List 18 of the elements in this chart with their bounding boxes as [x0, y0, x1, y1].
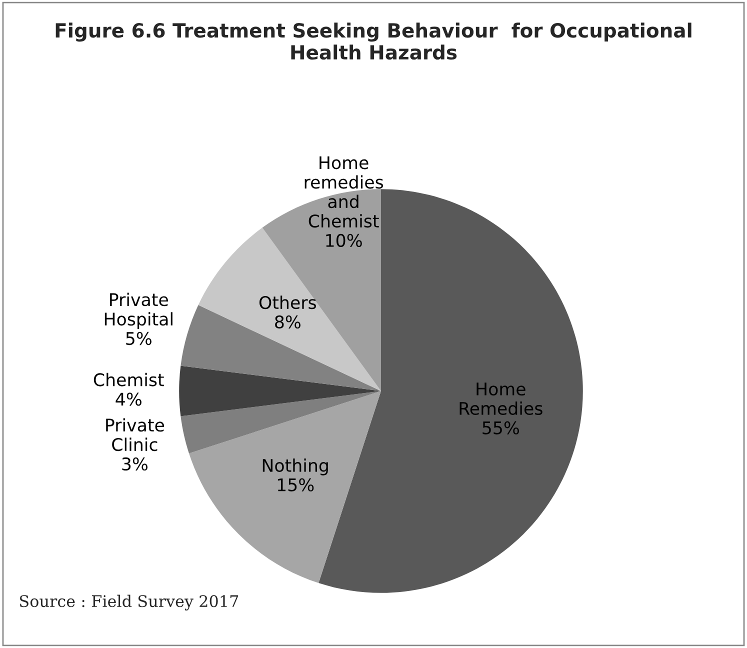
pie-slice: [179, 366, 381, 416]
data-label: 15%: [278, 478, 314, 492]
slice-label: Home remedies and Chemist: [304, 156, 384, 228]
pie-slice: [198, 228, 381, 391]
data-label: 55%: [482, 421, 519, 434]
slice-label: Others: [259, 296, 316, 310]
data-label: 5%: [126, 332, 152, 346]
source-note: Source : Field Survey 2017: [20, 594, 238, 610]
data-label: 8%: [275, 315, 300, 329]
data-label: 3%: [122, 457, 148, 471]
data-label: 10%: [326, 234, 362, 248]
slice-label: Home Remedies: [460, 382, 542, 415]
slice-label: Private Clinic: [106, 418, 164, 452]
slice-label: Chemist: [94, 372, 164, 386]
slice-label: Private Hospital: [104, 292, 172, 329]
data-label: 4%: [116, 392, 142, 406]
slice-label: Nothing: [262, 458, 328, 476]
chart-title: Figure 6.6 Treatment Seeking Behaviour for Occupational Health Hazards: [56, 22, 692, 60]
